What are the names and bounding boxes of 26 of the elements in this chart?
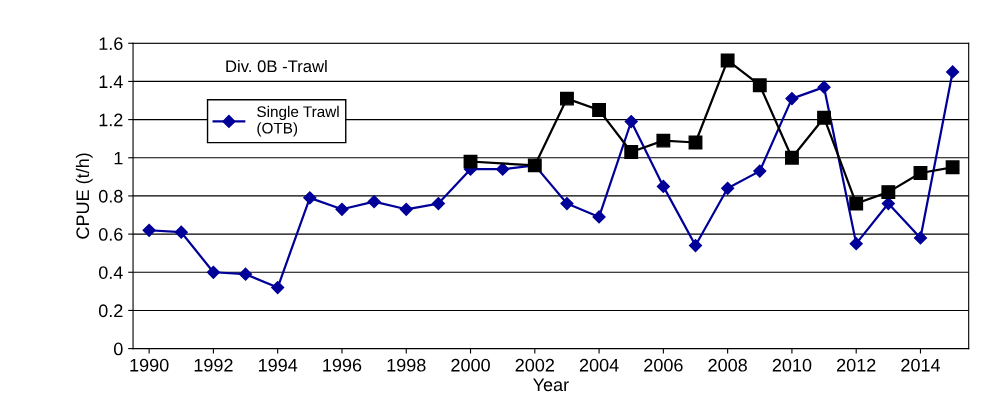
y-tick-label: 1.6	[99, 37, 123, 50]
y-tick-label: 1.4	[99, 75, 123, 88]
x-tick-label: 1994	[258, 358, 298, 372]
y-tick-label: 0.4	[98, 266, 123, 279]
x-axis-title: Year	[533, 378, 569, 392]
x-tick-label: 2004	[579, 358, 619, 372]
x-tick-label: 1990	[130, 358, 169, 372]
x-tick-label: 1996	[323, 358, 362, 372]
y-tick-label: 1	[114, 151, 123, 165]
x-tick-label: 2008	[708, 358, 747, 372]
y-axis-title: CPUE (t/h)	[75, 153, 93, 239]
x-tick-label: 2000	[451, 358, 490, 372]
y-tick-label: 1.2	[99, 113, 123, 127]
x-tick-label: 1992	[194, 358, 233, 372]
y-tick-label: 0.6	[98, 228, 123, 241]
legend-label: Single Trawl (OTB)	[257, 105, 339, 137]
x-tick-label: 2010	[772, 358, 812, 372]
x-tick-label: 1998	[387, 358, 426, 372]
annotation: Div. 0B -Trawl	[226, 59, 327, 73]
x-tick-label: 2012	[837, 358, 876, 372]
y-tick-label: 0.2	[98, 304, 123, 318]
x-tick-label: 2006	[644, 358, 683, 372]
y-tick-label: 0	[114, 342, 123, 356]
y-tick-label: 0.8	[98, 189, 123, 203]
x-tick-label: 2014	[901, 358, 941, 372]
x-tick-label: 2002	[515, 358, 554, 372]
